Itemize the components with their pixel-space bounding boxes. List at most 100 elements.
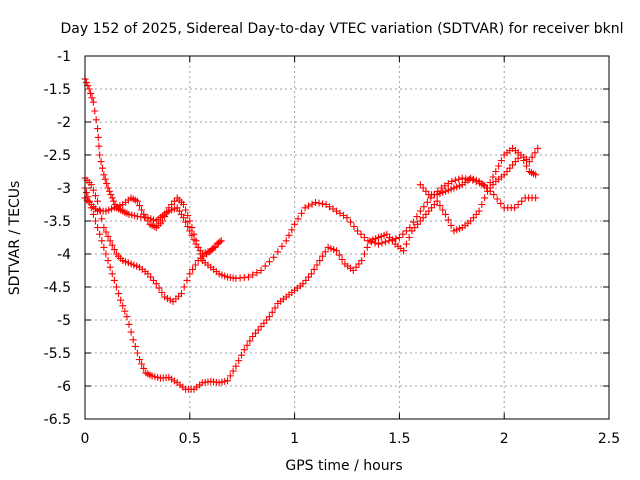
data-point <box>338 256 346 263</box>
data-point <box>229 367 237 375</box>
data-point <box>180 283 188 291</box>
x-tick-label: 1 <box>290 431 299 447</box>
data-point <box>192 237 200 245</box>
chart-title: Day 152 of 2025, Sidereal Day-to-day VTE… <box>61 21 624 37</box>
data-point <box>253 269 261 277</box>
data-point <box>405 234 413 241</box>
data-point <box>305 202 313 210</box>
data-point <box>184 223 192 230</box>
data-point <box>100 224 108 232</box>
data-point <box>163 208 171 216</box>
data-point <box>350 223 358 230</box>
data-point <box>312 199 320 207</box>
data-point <box>110 197 118 205</box>
data-point <box>360 234 368 241</box>
data-point <box>121 307 129 315</box>
data-point <box>343 214 351 222</box>
data-point <box>528 153 536 161</box>
data-point <box>158 289 166 296</box>
data-point <box>423 198 431 206</box>
data-point <box>133 197 141 205</box>
data-point <box>271 304 279 312</box>
data-point <box>161 213 169 221</box>
data-point <box>310 265 318 273</box>
data-point <box>95 142 103 150</box>
data-point <box>523 162 531 170</box>
data-point <box>249 271 257 279</box>
data-point <box>517 151 525 159</box>
data-point <box>102 228 110 236</box>
data-point <box>261 262 269 270</box>
data-point <box>301 204 309 212</box>
data-point <box>94 224 102 232</box>
data-point <box>103 180 111 188</box>
data-point <box>448 177 456 185</box>
data-point <box>190 230 198 238</box>
data-point <box>100 171 108 179</box>
data-point <box>87 181 95 189</box>
data-point <box>436 202 444 210</box>
data-point <box>102 250 110 258</box>
data-point <box>188 224 196 232</box>
data-point <box>91 192 99 200</box>
y-tick-labels: -1 -1.5 -2 -2.5 -3 -3.5 -4 -4.5 -5 -5.5 -6 -6.5 <box>44 49 71 428</box>
data-point <box>511 204 519 212</box>
data-point <box>321 248 329 256</box>
data-point <box>238 351 246 359</box>
data-point <box>108 194 116 202</box>
data-point <box>395 234 403 241</box>
data-point <box>194 243 202 251</box>
data-point <box>497 157 505 164</box>
x-tick-label: 2 <box>500 431 509 447</box>
data-point <box>358 257 366 265</box>
data-point <box>294 215 302 223</box>
data-point <box>183 276 191 284</box>
data-point <box>108 241 116 249</box>
y-tick-label: -4 <box>57 247 71 263</box>
data-point <box>89 98 97 106</box>
data-point <box>307 270 315 278</box>
y-tick-label: -1.5 <box>44 82 71 98</box>
data-point <box>85 85 93 93</box>
data-point <box>155 284 163 292</box>
data-point <box>319 200 327 208</box>
data-point <box>399 230 407 238</box>
data-point <box>270 253 278 261</box>
data-point <box>409 218 417 226</box>
data-point <box>315 199 323 207</box>
data-points <box>81 75 542 393</box>
data-point <box>106 237 114 245</box>
data-point <box>96 151 104 159</box>
data-point <box>244 273 252 281</box>
data-point <box>140 364 148 372</box>
data-point <box>265 258 273 266</box>
data-point <box>291 220 299 228</box>
data-point <box>182 218 190 226</box>
data-point <box>374 240 382 248</box>
data-point <box>243 341 251 349</box>
y-tick-label: -2 <box>57 115 71 131</box>
data-point <box>520 157 528 164</box>
data-point <box>416 207 424 215</box>
y-tick-label: -5.5 <box>44 346 71 362</box>
x-tick-label: 2.5 <box>598 431 620 447</box>
data-point <box>211 243 219 251</box>
data-point <box>481 194 489 202</box>
y-tick-label: -5 <box>57 313 71 329</box>
data-point <box>186 217 194 225</box>
data-point <box>357 230 365 238</box>
data-point <box>98 237 106 245</box>
data-point <box>87 204 95 212</box>
data-point <box>135 202 143 210</box>
data-point <box>534 144 542 152</box>
data-point <box>107 191 115 199</box>
data-point <box>447 221 455 229</box>
data-point <box>268 308 276 316</box>
data-point <box>285 231 293 239</box>
data-point <box>105 187 113 195</box>
data-point <box>108 270 116 278</box>
data-point <box>257 267 265 274</box>
data-point <box>100 243 108 251</box>
data-point <box>186 270 194 278</box>
